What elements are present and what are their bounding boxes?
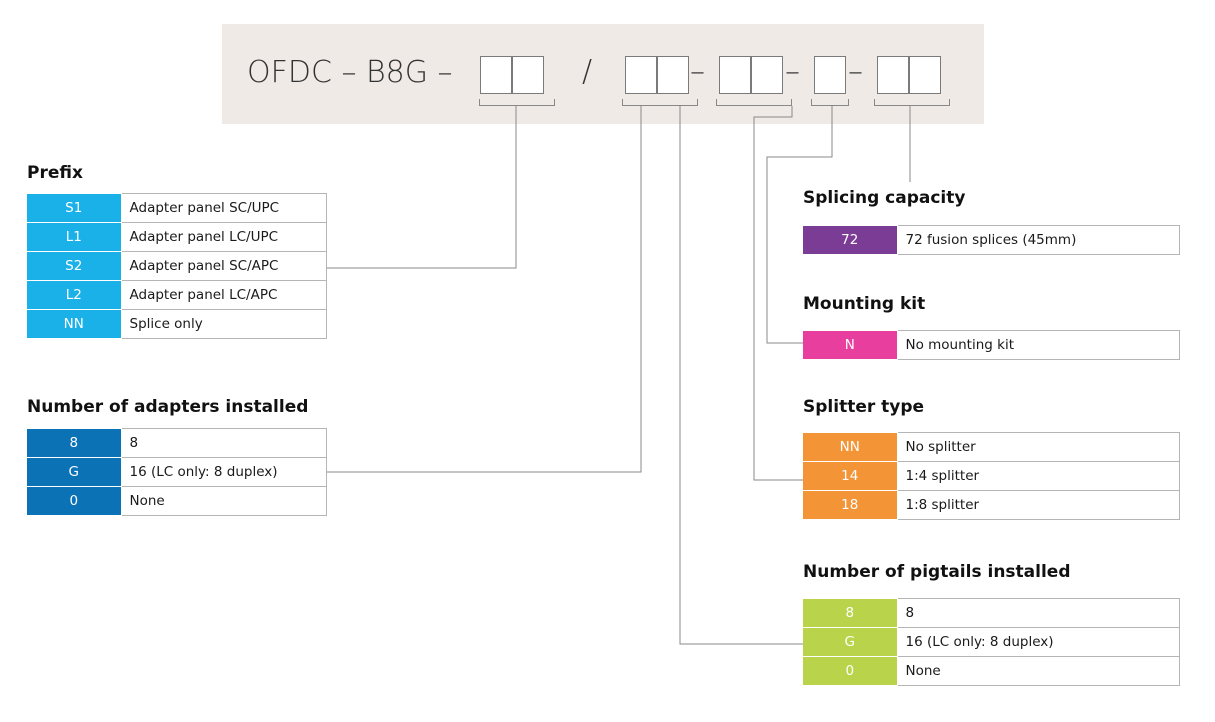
pigtails-code: G bbox=[803, 627, 898, 657]
mounting-code: N bbox=[803, 330, 898, 360]
splitter-desc: 1:8 splitter bbox=[896, 490, 1180, 520]
pigtails-code: 8 bbox=[803, 598, 898, 628]
adapters-code: G bbox=[27, 457, 122, 487]
prefix-desc: Adapter panel SC/UPC bbox=[120, 193, 327, 223]
prefix-title: Prefix bbox=[27, 163, 83, 183]
code-box-adapters-2 bbox=[657, 56, 689, 94]
table-row: S1 Adapter panel SC/UPC bbox=[27, 193, 327, 223]
table-row: 0 None bbox=[27, 486, 327, 516]
adapters-desc: 8 bbox=[120, 428, 327, 458]
adapters-desc: 16 (LC only: 8 duplex) bbox=[120, 457, 327, 487]
code-box-splicing-2 bbox=[909, 56, 941, 94]
splitter-table: NN No splitter 14 1:4 splitter 18 1:8 split… bbox=[803, 432, 1180, 520]
connector-pigtails bbox=[679, 106, 803, 645]
adapters-code: 8 bbox=[27, 428, 122, 458]
table-row: 14 1:4 splitter bbox=[803, 461, 1180, 491]
table-row: 0 None bbox=[803, 656, 1180, 686]
splicing-desc: 72 fusion splices (45mm) bbox=[896, 225, 1180, 255]
mounting-table: N No mounting kit bbox=[803, 330, 1180, 360]
prefix-desc: Adapter panel SC/APC bbox=[120, 251, 327, 281]
table-row: 72 72 fusion splices (45mm) bbox=[803, 225, 1180, 255]
table-row: NN Splice only bbox=[27, 309, 327, 339]
mounting-title: Mounting kit bbox=[803, 294, 926, 314]
table-row: 18 1:8 splitter bbox=[803, 490, 1180, 520]
adapters-code: 0 bbox=[27, 486, 122, 516]
adapters-title: Number of adapters installed bbox=[27, 397, 309, 417]
prefix-code: S2 bbox=[27, 251, 122, 281]
code-dash-3: – bbox=[848, 54, 863, 89]
pigtails-desc: 8 bbox=[896, 598, 1180, 628]
table-row: NN No splitter bbox=[803, 432, 1180, 462]
bracket-splicing bbox=[874, 99, 950, 106]
connector-mounting bbox=[766, 106, 833, 344]
code-box-splicing-1 bbox=[877, 56, 909, 94]
table-row: N No mounting kit bbox=[803, 330, 1180, 360]
pigtails-title: Number of pigtails installed bbox=[803, 562, 1071, 582]
splicing-table: 72 72 fusion splices (45mm) bbox=[803, 225, 1180, 255]
prefix-desc: Splice only bbox=[120, 309, 327, 339]
splitter-code: 18 bbox=[803, 490, 898, 520]
code-prefix: OFDC – B8G – bbox=[247, 55, 453, 90]
splicing-title: Splicing capacity bbox=[803, 188, 966, 208]
prefix-code: L2 bbox=[27, 280, 122, 310]
prefix-table: S1 Adapter panel SC/UPC L1 Adapter panel L… bbox=[27, 193, 327, 339]
splitter-title: Splitter type bbox=[803, 397, 925, 417]
bracket-prefix bbox=[479, 99, 555, 106]
prefix-desc: Adapter panel LC/APC bbox=[120, 280, 327, 310]
pigtails-desc: 16 (LC only: 8 duplex) bbox=[896, 627, 1180, 657]
prefix-code: L1 bbox=[27, 222, 122, 252]
mounting-desc: No mounting kit bbox=[896, 330, 1180, 360]
adapters-desc: None bbox=[120, 486, 327, 516]
splicing-code: 72 bbox=[803, 225, 898, 255]
splitter-code: 14 bbox=[803, 461, 898, 491]
table-row: S2 Adapter panel SC/APC bbox=[27, 251, 327, 281]
prefix-code: S1 bbox=[27, 193, 122, 223]
bracket-adapters bbox=[622, 99, 698, 106]
prefix-desc: Adapter panel LC/UPC bbox=[120, 222, 327, 252]
splitter-code: NN bbox=[803, 432, 898, 462]
table-row: L1 Adapter panel LC/UPC bbox=[27, 222, 327, 252]
splitter-desc: 1:4 splitter bbox=[896, 461, 1180, 491]
code-slash: / bbox=[582, 54, 593, 89]
code-box-pigtails-2 bbox=[751, 56, 783, 94]
code-box-prefix-1 bbox=[480, 56, 512, 94]
bracket-mounting bbox=[811, 99, 849, 106]
splitter-desc: No splitter bbox=[896, 432, 1180, 462]
table-row: G 16 (LC only: 8 duplex) bbox=[803, 627, 1180, 657]
code-box-prefix-2 bbox=[512, 56, 544, 94]
code-panel: OFDC – B8G – / – – – bbox=[222, 24, 984, 124]
connector-prefix bbox=[327, 106, 517, 269]
pigtails-desc: None bbox=[896, 656, 1180, 686]
connector-splitter bbox=[753, 106, 803, 481]
table-row: G 16 (LC only: 8 duplex) bbox=[27, 457, 327, 487]
connector-adapters bbox=[327, 106, 642, 473]
code-box-adapters-1 bbox=[625, 56, 657, 94]
code-box-mounting bbox=[814, 56, 846, 94]
table-row: L2 Adapter panel LC/APC bbox=[27, 280, 327, 310]
code-dash-1: – bbox=[690, 54, 705, 89]
bracket-pigtails bbox=[716, 99, 792, 106]
code-dash-2: – bbox=[785, 54, 800, 89]
code-box-pigtails-1 bbox=[719, 56, 751, 94]
prefix-code: NN bbox=[27, 309, 122, 339]
pigtails-code: 0 bbox=[803, 656, 898, 686]
